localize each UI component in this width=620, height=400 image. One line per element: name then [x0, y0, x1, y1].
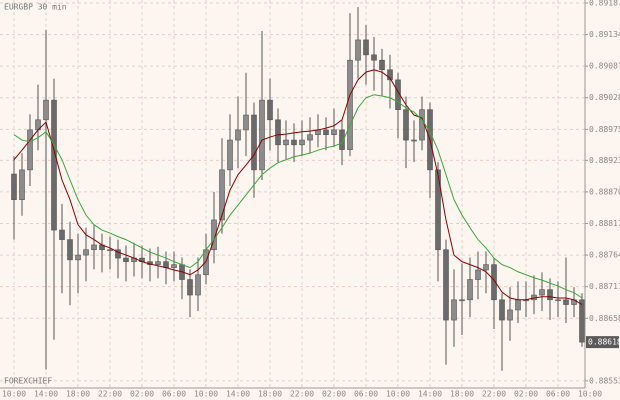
candle-body	[395, 79, 401, 110]
candle-body	[251, 114, 257, 171]
candle-body	[563, 299, 569, 305]
footer: FOREXCHIEF	[4, 377, 52, 386]
candle-body	[51, 99, 57, 231]
x-tick-label: 10:00	[578, 390, 602, 399]
candle-body	[419, 109, 425, 141]
candle-body	[499, 299, 505, 321]
x-tick-label: 18:00	[258, 390, 282, 399]
candle-body	[451, 299, 457, 321]
x-tick-label: 18:00	[450, 390, 474, 399]
candle-body	[347, 59, 353, 150]
x-tick-label: 14:00	[34, 390, 58, 399]
candle-body	[67, 239, 73, 261]
candle-body	[155, 261, 161, 265]
candle-body	[547, 289, 553, 301]
candle-body	[19, 169, 25, 200]
x-tick-label: 22:00	[290, 390, 314, 399]
x-tick-label: 02:00	[322, 390, 346, 399]
last-price-label: 0.88618	[588, 338, 620, 347]
candle-body	[283, 139, 289, 146]
candle-body	[275, 119, 281, 146]
x-tick-label: 14:00	[226, 390, 250, 399]
candle-body	[555, 299, 561, 302]
x-tick-label: 10:00	[2, 390, 26, 399]
candle-body	[411, 139, 417, 142]
chart-title: EURGBP 30 min	[4, 3, 67, 12]
candle-body	[291, 139, 297, 146]
candle-body	[267, 99, 273, 121]
y-tick-label: 0.88975	[589, 125, 620, 134]
candle-body	[515, 299, 521, 311]
candle-body	[227, 139, 233, 171]
candle-body	[307, 134, 313, 141]
x-tick-label: 06:00	[546, 390, 570, 399]
candle-body	[187, 279, 193, 296]
x-tick-label: 22:00	[482, 390, 506, 399]
candle-body	[443, 249, 449, 321]
y-tick-label: 0.88923	[589, 156, 620, 165]
candle-body	[115, 249, 121, 259]
candle-body	[403, 109, 409, 141]
candle-body	[43, 99, 49, 121]
candle-body	[339, 129, 345, 150]
y-tick-label: 0.89187	[589, 0, 620, 7]
candle-body	[579, 299, 585, 343]
candle-body	[491, 264, 497, 301]
candle-body	[387, 69, 393, 81]
candle-body	[435, 169, 441, 251]
candle-body	[467, 279, 473, 301]
y-tick-label: 0.88658	[589, 314, 620, 323]
y-tick-label: 0.88764	[589, 251, 620, 260]
x-tick-label: 10:00	[194, 390, 218, 399]
y-tick-label: 0.89134	[589, 30, 620, 39]
candle-body	[379, 59, 385, 71]
y-tick-label: 0.88870	[589, 187, 620, 196]
candle-body	[171, 264, 177, 268]
candle-body	[211, 219, 217, 251]
candle-body	[11, 173, 17, 200]
candle-body	[507, 309, 513, 321]
candle-body	[123, 257, 129, 262]
candle-body	[259, 99, 265, 171]
candle-body	[243, 114, 249, 131]
candle-body	[331, 129, 337, 135]
candle-body	[27, 129, 33, 171]
candle-body	[75, 254, 81, 261]
x-tick-label: 06:00	[162, 390, 186, 399]
candle-body	[459, 299, 465, 302]
candle-body	[107, 249, 113, 252]
x-tick-label: 10:00	[386, 390, 410, 399]
plot	[11, 7, 585, 371]
candle-body	[483, 264, 489, 271]
candle-body	[195, 274, 201, 296]
y-tick-label: 0.88711	[589, 282, 620, 291]
y-tick-label: 0.88817	[589, 219, 620, 228]
y-tick-label: 0.88553	[589, 376, 620, 385]
x-tick-label: 06:00	[354, 390, 378, 399]
y-tick-label: 0.89028	[589, 93, 620, 102]
moving-average	[13, 94, 583, 299]
candle-body	[475, 269, 481, 280]
x-tick-label: 18:00	[66, 390, 90, 399]
candle-body	[235, 129, 241, 141]
candle-body	[355, 39, 361, 61]
candle-body	[363, 39, 369, 56]
candle-body	[219, 169, 225, 221]
candle-body	[539, 289, 545, 296]
x-tick-label: 14:00	[418, 390, 442, 399]
candle-body	[83, 249, 89, 256]
candle-body	[91, 244, 97, 251]
x-tick-label: 02:00	[130, 390, 154, 399]
candle-body	[323, 129, 329, 135]
candle-body	[59, 229, 65, 240]
moving-average	[13, 69, 583, 305]
x-tick-label: 22:00	[98, 390, 122, 399]
x-tick-label: 02:00	[514, 390, 538, 399]
candle-body	[299, 139, 305, 146]
last-price-tag	[586, 336, 619, 349]
candle-body	[371, 54, 377, 61]
y-tick-label: 0.89081	[589, 62, 620, 71]
